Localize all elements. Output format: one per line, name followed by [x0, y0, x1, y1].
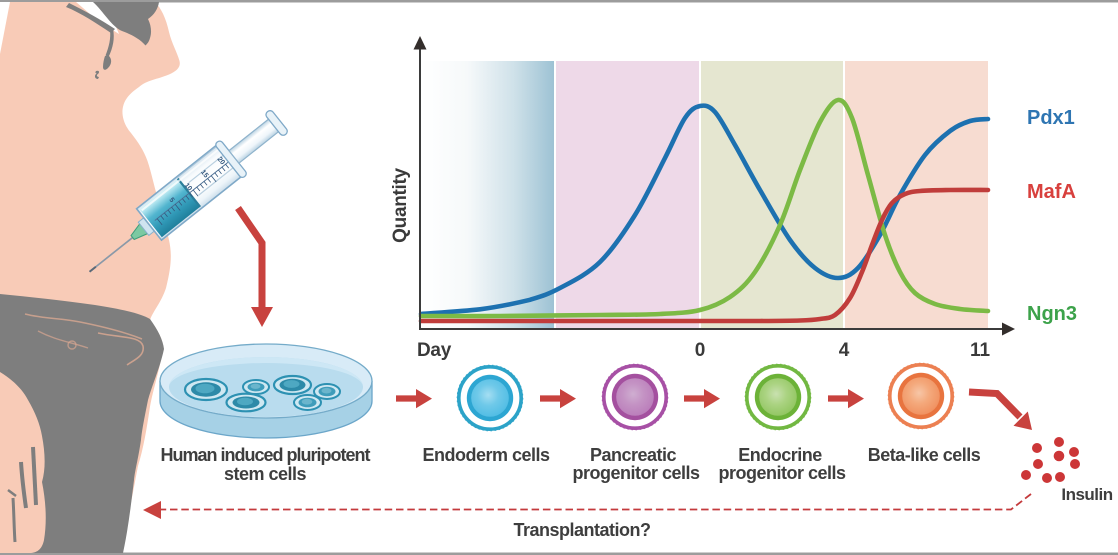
svg-text:0: 0 [695, 340, 706, 361]
svg-text:Transplantation?: Transplantation? [513, 520, 650, 540]
svg-text:20: 20 [216, 156, 226, 167]
svg-text:Beta-like cells: Beta-like cells [868, 445, 981, 465]
svg-text:Ngn3: Ngn3 [1027, 303, 1077, 325]
svg-text:Pancreatic: Pancreatic [590, 445, 677, 465]
svg-text:11: 11 [970, 340, 991, 361]
svg-text:Endoderm cells: Endoderm cells [422, 445, 550, 465]
svg-text:progenitor cells: progenitor cells [572, 463, 700, 483]
svg-text:15: 15 [199, 169, 209, 180]
svg-text:MafA: MafA [1027, 181, 1076, 203]
svg-text:progenitor cells: progenitor cells [718, 463, 846, 483]
svg-text:Quantity: Quantity [390, 167, 411, 242]
svg-text:10: 10 [183, 182, 193, 193]
svg-text:Pdx1: Pdx1 [1027, 107, 1075, 129]
svg-text:Day: Day [417, 340, 452, 361]
svg-text:Human induced pluripotent: Human induced pluripotent [161, 445, 371, 465]
svg-text:stem cells: stem cells [224, 464, 307, 484]
svg-text:5: 5 [167, 197, 175, 204]
svg-text:4: 4 [839, 340, 850, 361]
svg-text:Insulin: Insulin [1061, 485, 1112, 504]
svg-text:Endocrine: Endocrine [738, 445, 822, 465]
